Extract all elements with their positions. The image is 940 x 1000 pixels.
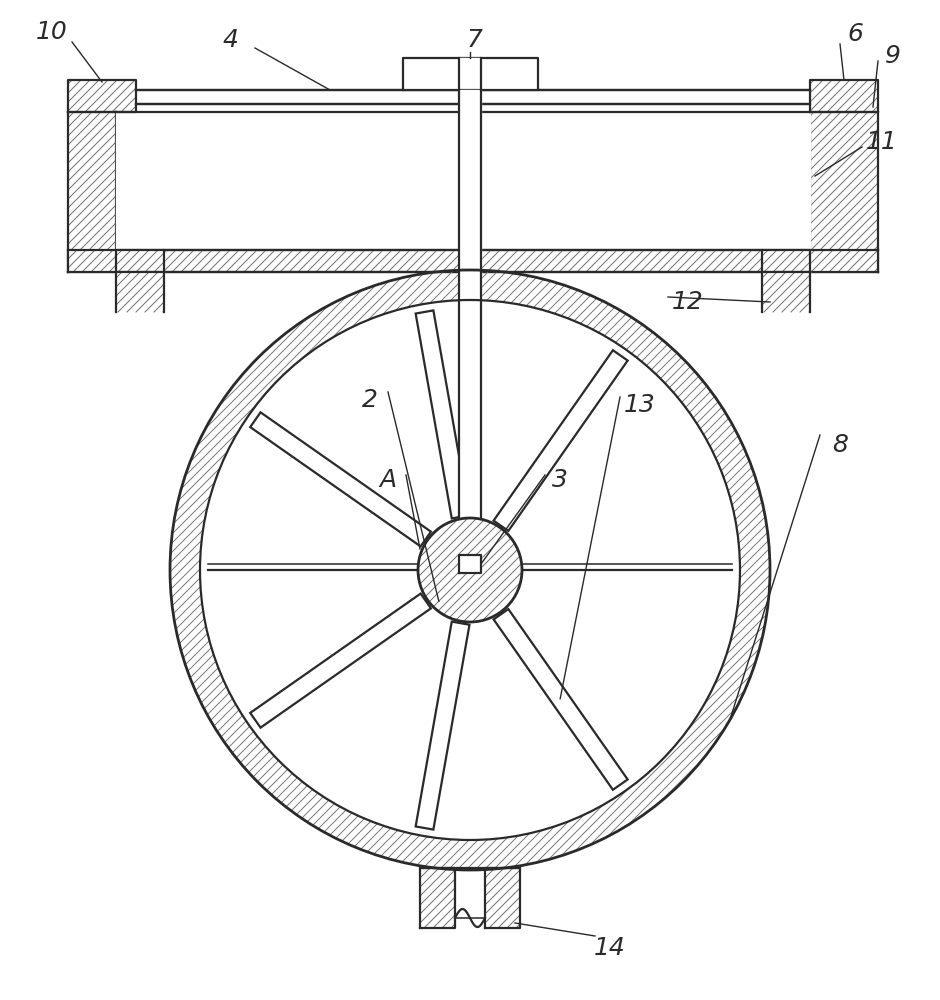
Text: 2: 2	[362, 388, 378, 412]
Circle shape	[418, 518, 522, 622]
Text: 13: 13	[624, 393, 656, 417]
Polygon shape	[250, 412, 431, 546]
Polygon shape	[494, 350, 628, 531]
Polygon shape	[415, 310, 469, 518]
Text: A: A	[380, 468, 397, 492]
Text: 12: 12	[672, 290, 704, 314]
Text: 8: 8	[832, 433, 848, 457]
Circle shape	[170, 270, 770, 870]
Polygon shape	[494, 609, 628, 790]
Polygon shape	[415, 622, 469, 830]
Text: 11: 11	[866, 130, 898, 154]
Polygon shape	[250, 594, 431, 728]
Text: 7: 7	[467, 28, 483, 52]
Text: 10: 10	[36, 20, 68, 44]
Text: 14: 14	[594, 936, 626, 960]
Text: 4: 4	[222, 28, 238, 52]
Text: 9: 9	[885, 44, 901, 68]
Text: 3: 3	[552, 468, 568, 492]
Text: 6: 6	[847, 22, 863, 46]
